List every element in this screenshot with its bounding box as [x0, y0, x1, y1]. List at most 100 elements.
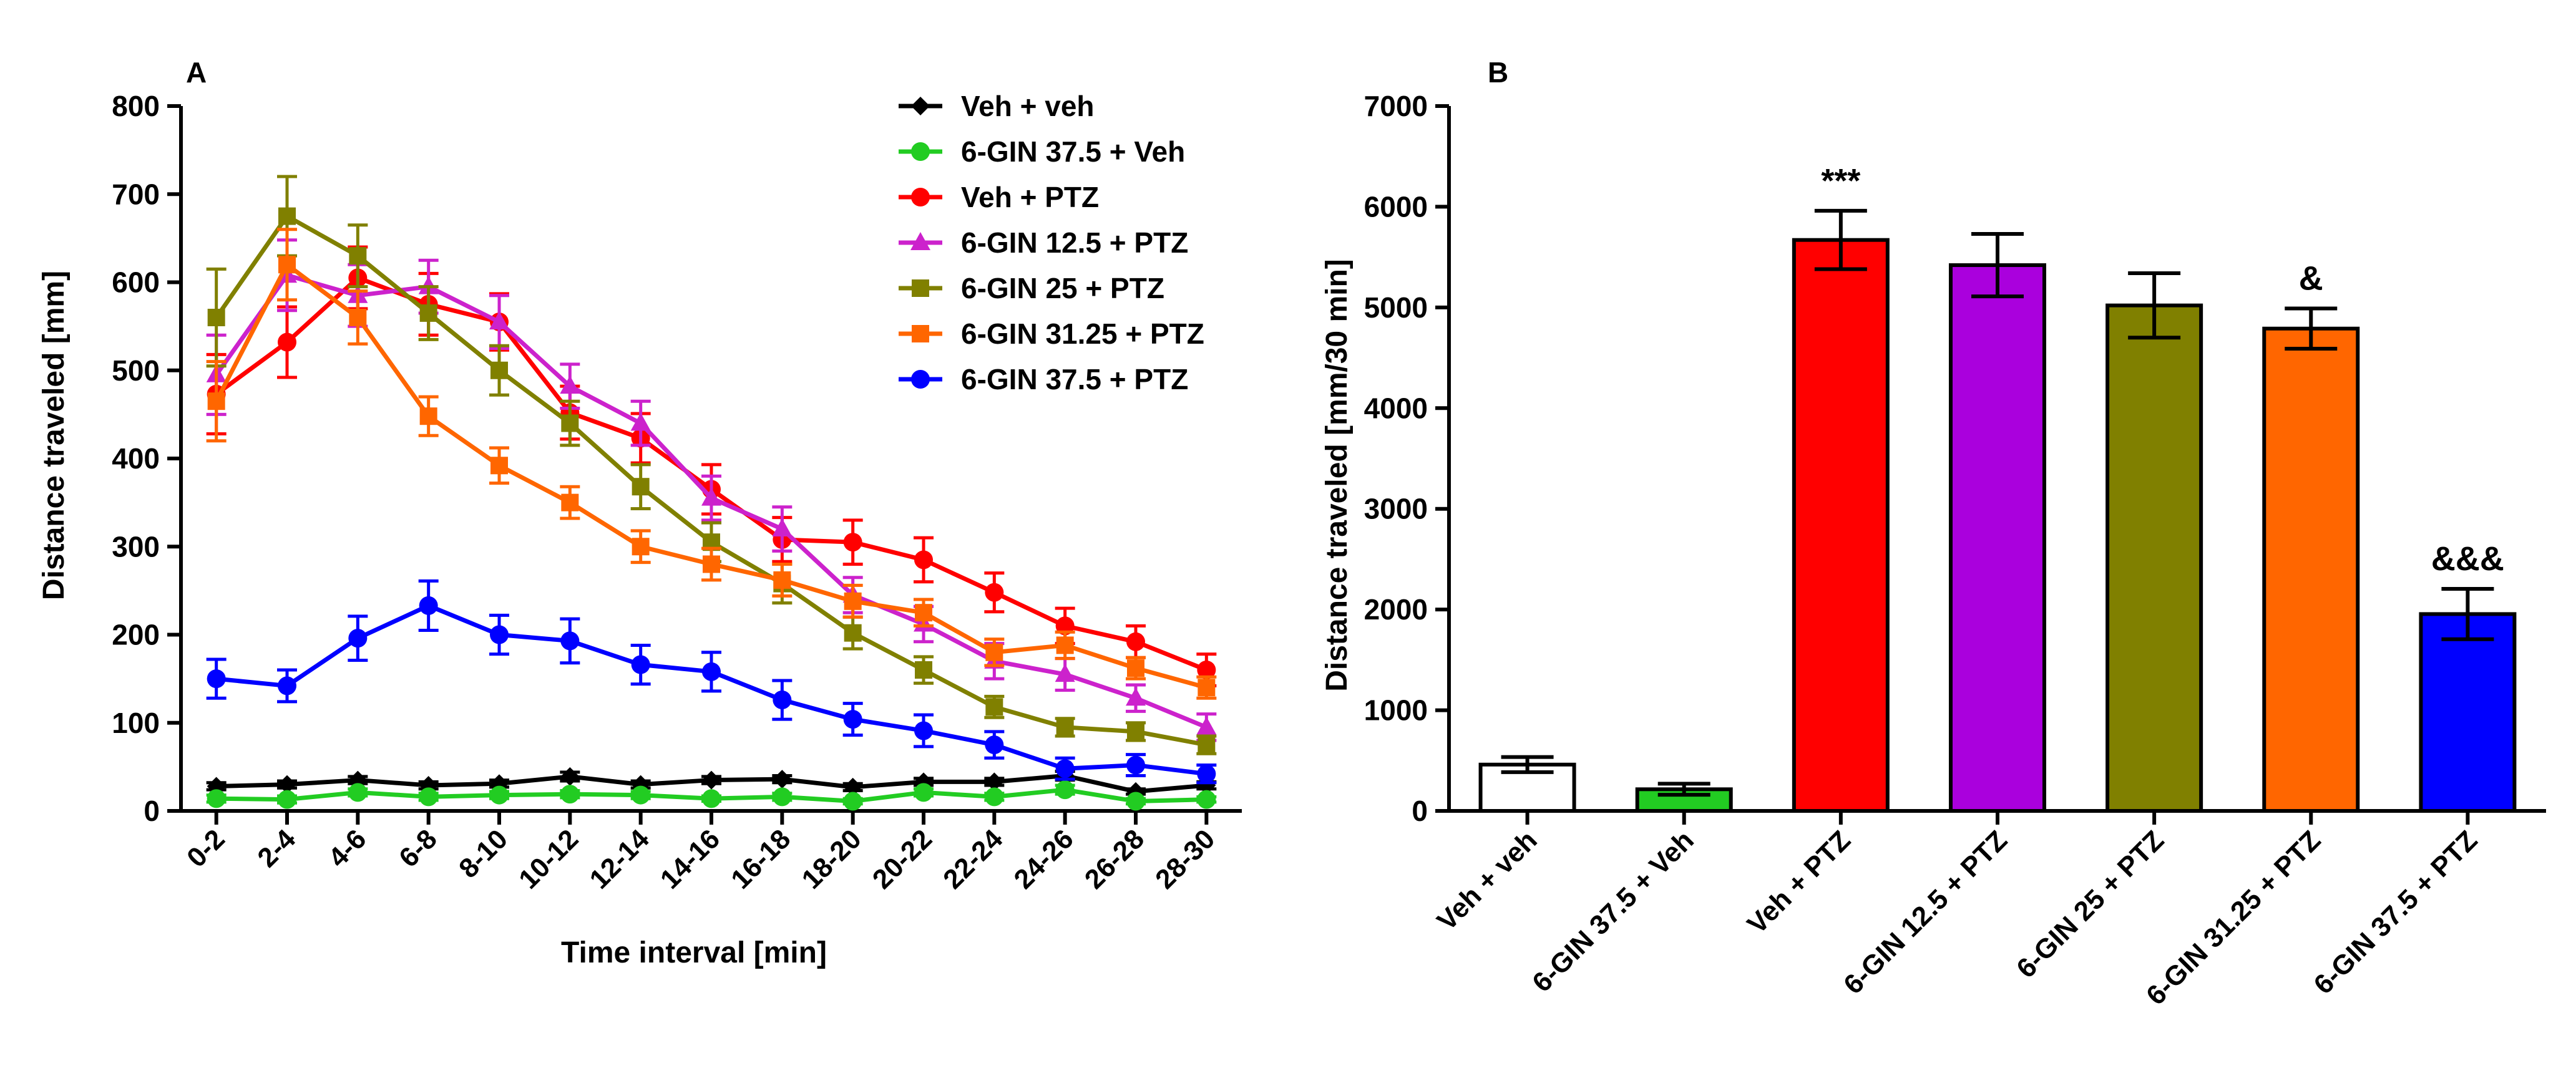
data-point-6-gin-25-ptz	[419, 304, 437, 322]
panel-a-y-tick-label: 500	[112, 354, 160, 387]
significance-marker-6-gin-37-5-ptz: &&&	[2431, 540, 2504, 578]
panel-a-x-tick-label: 18-20	[796, 823, 867, 894]
bar-6-gin-37-5-ptz	[2419, 612, 2517, 813]
panel-a-x-tick-label: 20-22	[867, 823, 938, 894]
data-point-6-gin-37-5-ptz	[914, 721, 933, 740]
legend-marker-6-gin-31-25-ptz	[912, 325, 929, 342]
data-point-6-gin-12-5-ptz	[630, 412, 651, 431]
panel-b-x-tick-label: Veh + veh	[1432, 825, 1543, 936]
data-point-6-gin-25-ptz	[985, 698, 1003, 716]
data-point-6-gin-31-25-ptz	[915, 604, 932, 622]
legend-marker-6-gin-37-5-veh	[911, 142, 930, 161]
data-point-6-gin-25-ptz	[844, 624, 862, 642]
data-point-6-gin-12-5-ptz	[701, 487, 721, 506]
panel-b-y-tick-label: 3000	[1364, 493, 1428, 525]
panel-a-x-tick-label: 26-28	[1079, 823, 1150, 894]
data-point-6-gin-37-5-ptz	[985, 735, 1004, 755]
panel-b-x-tick-label: 6-GIN 25 + PTZ	[2011, 825, 2170, 984]
significance-marker-veh-ptz: ***	[1821, 162, 1860, 200]
data-point-veh-veh	[843, 777, 862, 797]
data-point-6-gin-37-5-ptz	[560, 631, 580, 651]
panel-a-y-tick-label: 100	[112, 707, 160, 739]
panel-a-y-axis-title: Distance traveled [mm]	[37, 271, 71, 600]
data-point-6-gin-31-25-ptz	[1127, 659, 1144, 677]
data-point-6-gin-25-ptz	[915, 661, 932, 679]
panel-b-x-tick-label: 6-GIN 37.5 + Veh	[1526, 825, 1700, 998]
panel-a-x-tick-label: 8-10	[453, 823, 514, 884]
panel-a-legend: Veh + veh 6-GIN 37.5 + Veh Veh + PTZ 6-GIN …	[899, 90, 1204, 395]
data-point-veh-ptz	[278, 332, 296, 352]
legend-label: 6-GIN 12.5 + PTZ	[961, 226, 1188, 259]
legend-label: 6-GIN 31.25 + PTZ	[961, 318, 1204, 350]
data-point-6-gin-37-5-veh	[985, 787, 1004, 807]
data-point-6-gin-31-25-ptz	[844, 592, 862, 610]
data-point-6-gin-31-25-ptz	[1056, 636, 1074, 654]
bar-6-gin-12-5-ptz	[1949, 263, 2046, 813]
data-point-6-gin-31-25-ptz	[632, 538, 650, 556]
legend-label: 6-GIN 37.5 + Veh	[961, 135, 1185, 168]
data-point-6-gin-25-ptz	[349, 247, 367, 265]
legend-label: Veh + veh	[961, 90, 1095, 122]
data-point-6-gin-25-ptz	[490, 361, 508, 379]
legend-marker-6-gin-25-ptz	[912, 279, 929, 297]
legend-marker-6-gin-37-5-ptz	[911, 370, 930, 389]
data-point-6-gin-12-5-ptz	[489, 311, 509, 330]
panel-a-x-tick-label: 14-16	[655, 823, 726, 894]
panel-a-x-tick-label: 0-2	[181, 823, 231, 873]
data-point-6-gin-37-5-ptz	[419, 596, 438, 615]
data-point-6-gin-37-5-veh	[773, 787, 792, 807]
data-point-6-gin-37-5-veh	[1197, 790, 1216, 809]
panel-b-y-tick-label: 2000	[1364, 593, 1428, 626]
data-point-6-gin-37-5-ptz	[490, 625, 509, 644]
panel-b-x-tick-label: 6-GIN 12.5 + PTZ	[1838, 825, 2013, 1000]
series-6-gin-37-5-ptz	[206, 579, 1217, 785]
data-point-veh-veh	[278, 775, 296, 794]
panel-b-y-tick-label: 7000	[1364, 90, 1428, 122]
data-point-6-gin-12-5-ptz	[1055, 664, 1075, 682]
series-6-gin-37-5-veh	[206, 780, 1217, 811]
panel-a-x-tick-label: 16-18	[725, 823, 796, 894]
legend-label: Veh + PTZ	[961, 181, 1099, 213]
data-point-veh-veh	[773, 770, 792, 789]
data-point-6-gin-37-5-ptz	[773, 691, 792, 710]
data-point-veh-ptz	[985, 583, 1004, 602]
panel-a-y-tick-label: 700	[112, 178, 160, 210]
data-point-6-gin-37-5-veh	[914, 783, 933, 802]
panel-a-x-tick-label: 10-12	[513, 823, 584, 894]
data-point-6-gin-31-25-ptz	[985, 643, 1003, 661]
panel-a-x-tick-label: 24-26	[1008, 823, 1080, 894]
panel-b-y-tick-label: 4000	[1364, 392, 1428, 424]
data-point-6-gin-37-5-veh	[490, 785, 509, 805]
data-point-6-gin-31-25-ptz	[349, 309, 367, 326]
data-point-6-gin-12-5-ptz	[1126, 687, 1146, 706]
panel-a-x-tick-label: 4-6	[323, 823, 373, 873]
panel-a-x-tick-label: 28-30	[1149, 823, 1221, 894]
panel-a-x-tick-label: 12-14	[584, 823, 656, 895]
panel-a-y-tick-label: 0	[144, 795, 160, 827]
data-point-6-gin-37-5-ptz	[1197, 764, 1216, 783]
data-point-6-gin-37-5-ptz	[843, 710, 862, 729]
legend-label: 6-GIN 37.5 + PTZ	[961, 363, 1188, 395]
data-point-6-gin-37-5-ptz	[1126, 755, 1145, 775]
data-point-6-gin-25-ptz	[1127, 722, 1144, 740]
panel-a-y-tick-label: 600	[112, 266, 160, 299]
legend-marker-veh-veh	[911, 97, 930, 115]
panel-a-x-tick-label: 22-24	[937, 823, 1009, 895]
data-point-6-gin-31-25-ptz	[1198, 679, 1216, 697]
panel-b-x-tick-label: 6-GIN 31.25 + PTZ	[2140, 825, 2326, 1011]
panel-b-y-tick-label: 1000	[1364, 694, 1428, 727]
significance-marker-6-gin-31-25-ptz: &	[2299, 259, 2323, 297]
data-point-6-gin-37-5-ptz	[631, 655, 650, 674]
panel-a-x-tick-label: 2-4	[251, 823, 301, 873]
data-point-6-gin-31-25-ptz	[773, 571, 791, 589]
data-point-6-gin-25-ptz	[632, 478, 650, 496]
data-point-6-gin-37-5-ptz	[702, 662, 721, 681]
data-point-6-gin-37-5-ptz	[207, 669, 226, 689]
panel-a-line-chart: 0 100 200 300 400 500 600 700 800 0-2 2-4 4-6 6-8 8-1…	[112, 90, 1242, 895]
data-point-6-gin-37-5-veh	[419, 787, 438, 807]
data-point-6-gin-31-25-ptz	[207, 392, 225, 410]
panel-a-y-tick-label: 800	[112, 90, 160, 122]
panel-a-x-axis-title: Time interval [min]	[561, 936, 827, 969]
data-point-6-gin-25-ptz	[1198, 736, 1216, 754]
